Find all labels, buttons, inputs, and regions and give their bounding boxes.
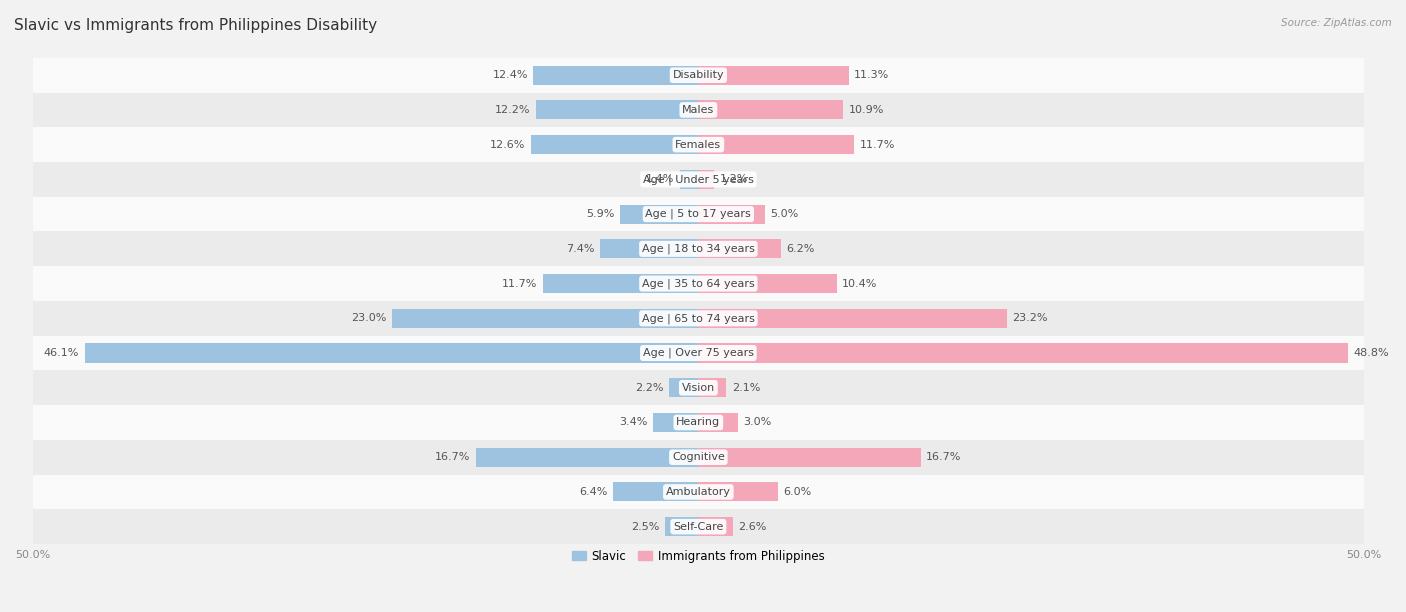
Bar (699, 517, 733, 536)
Bar (530, 135, 699, 154)
Bar (699, 482, 779, 501)
Bar (392, 308, 699, 328)
Text: Disability: Disability (672, 70, 724, 80)
Text: 6.2%: 6.2% (786, 244, 814, 254)
Text: Cognitive: Cognitive (672, 452, 725, 462)
Text: 1.4%: 1.4% (645, 174, 675, 184)
Text: Males: Males (682, 105, 714, 115)
Text: Ambulatory: Ambulatory (666, 487, 731, 497)
Bar (32, 231, 1364, 266)
Text: Source: ZipAtlas.com: Source: ZipAtlas.com (1281, 18, 1392, 28)
Bar (620, 204, 699, 223)
Text: Age | 5 to 17 years: Age | 5 to 17 years (645, 209, 751, 219)
Bar (32, 58, 1364, 92)
Text: 11.7%: 11.7% (502, 278, 537, 289)
Bar (32, 335, 1364, 370)
Text: 46.1%: 46.1% (44, 348, 79, 358)
Text: 10.4%: 10.4% (842, 278, 877, 289)
Bar (699, 65, 849, 84)
Text: 10.9%: 10.9% (849, 105, 884, 115)
Text: Age | 65 to 74 years: Age | 65 to 74 years (643, 313, 755, 324)
Text: 16.7%: 16.7% (927, 452, 962, 462)
Text: 6.0%: 6.0% (783, 487, 811, 497)
Bar (699, 100, 844, 119)
Bar (32, 301, 1364, 335)
Text: 3.4%: 3.4% (620, 417, 648, 427)
Bar (32, 440, 1364, 474)
Bar (533, 65, 699, 84)
Bar (543, 274, 699, 293)
Bar (32, 405, 1364, 440)
Bar (699, 447, 921, 467)
Text: 12.2%: 12.2% (495, 105, 530, 115)
Text: 2.1%: 2.1% (731, 382, 761, 393)
Bar (699, 135, 853, 154)
Bar (679, 170, 699, 189)
Text: Hearing: Hearing (676, 417, 720, 427)
Bar (477, 447, 699, 467)
Bar (699, 378, 727, 397)
Bar (32, 92, 1364, 127)
Text: 12.4%: 12.4% (492, 70, 527, 80)
Text: 23.2%: 23.2% (1012, 313, 1047, 323)
Bar (32, 162, 1364, 196)
Bar (699, 239, 780, 258)
Bar (699, 274, 837, 293)
Text: 1.2%: 1.2% (720, 174, 748, 184)
Text: Age | Under 5 years: Age | Under 5 years (643, 174, 754, 185)
Text: 48.8%: 48.8% (1354, 348, 1389, 358)
Text: 11.3%: 11.3% (853, 70, 890, 80)
Bar (699, 413, 738, 432)
Bar (665, 517, 699, 536)
Text: 2.2%: 2.2% (636, 382, 664, 393)
Text: 12.6%: 12.6% (489, 140, 526, 150)
Text: Age | 35 to 64 years: Age | 35 to 64 years (643, 278, 755, 289)
Bar (32, 370, 1364, 405)
Bar (699, 308, 1007, 328)
Text: Self-Care: Self-Care (673, 521, 724, 532)
Bar (699, 343, 1348, 362)
Bar (654, 413, 699, 432)
Text: 3.0%: 3.0% (744, 417, 772, 427)
Bar (32, 266, 1364, 301)
Text: 7.4%: 7.4% (567, 244, 595, 254)
Bar (32, 474, 1364, 509)
Bar (32, 509, 1364, 544)
Bar (600, 239, 699, 258)
Bar (669, 378, 699, 397)
Text: 5.0%: 5.0% (770, 209, 799, 219)
Text: 23.0%: 23.0% (352, 313, 387, 323)
Text: 2.5%: 2.5% (631, 521, 659, 532)
Bar (84, 343, 699, 362)
Text: Age | Over 75 years: Age | Over 75 years (643, 348, 754, 358)
Text: 6.4%: 6.4% (579, 487, 607, 497)
Text: 16.7%: 16.7% (436, 452, 471, 462)
Text: Age | 18 to 34 years: Age | 18 to 34 years (643, 244, 755, 254)
Text: 2.6%: 2.6% (738, 521, 766, 532)
Bar (699, 170, 714, 189)
Bar (32, 196, 1364, 231)
Legend: Slavic, Immigrants from Philippines: Slavic, Immigrants from Philippines (567, 545, 830, 567)
Text: Vision: Vision (682, 382, 716, 393)
Bar (32, 127, 1364, 162)
Text: Females: Females (675, 140, 721, 150)
Bar (536, 100, 699, 119)
Text: 11.7%: 11.7% (859, 140, 894, 150)
Text: Slavic vs Immigrants from Philippines Disability: Slavic vs Immigrants from Philippines Di… (14, 18, 377, 34)
Text: 5.9%: 5.9% (586, 209, 614, 219)
Bar (699, 204, 765, 223)
Bar (613, 482, 699, 501)
